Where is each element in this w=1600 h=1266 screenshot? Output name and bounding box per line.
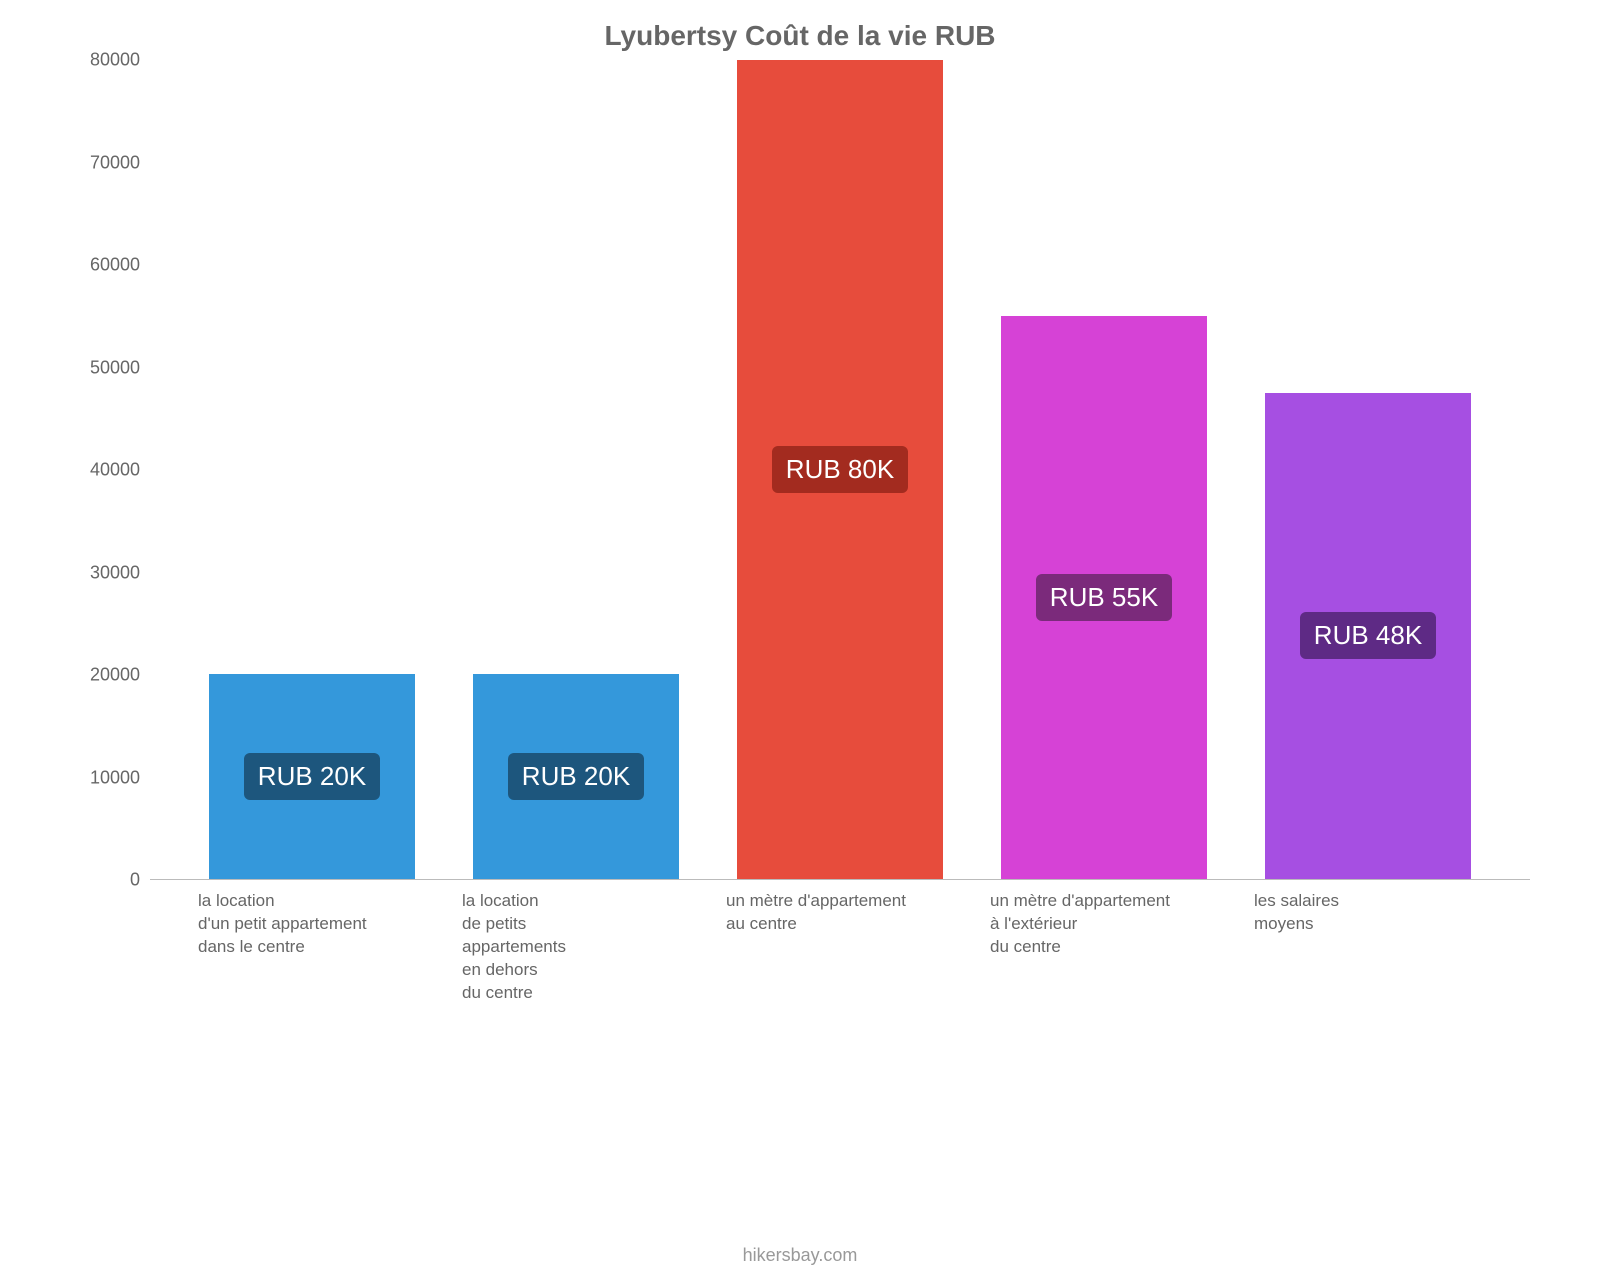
y-tick-label: 60000 (60, 255, 140, 276)
x-label-slot: un mètre d'appartement au centre (708, 890, 972, 1005)
plot-area: RUB 20KRUB 20KRUB 80KRUB 55KRUB 48K 0100… (150, 60, 1530, 880)
y-tick-label: 50000 (60, 357, 140, 378)
x-axis-category-label: la location de petits appartements en de… (462, 890, 566, 1005)
x-label-slot: un mètre d'appartement à l'extérieur du … (972, 890, 1236, 1005)
bar: RUB 55K (1001, 316, 1207, 879)
cost-of-living-chart: Lyubertsy Coût de la vie RUB RUB 20KRUB … (60, 20, 1540, 1120)
bar-slot: RUB 20K (180, 60, 444, 879)
bar-slot: RUB 48K (1236, 60, 1500, 879)
x-label-slot: la location de petits appartements en de… (444, 890, 708, 1005)
bar-slot: RUB 20K (444, 60, 708, 879)
x-axis-category-label: un mètre d'appartement à l'extérieur du … (990, 890, 1170, 1005)
y-tick-label: 80000 (60, 50, 140, 71)
y-tick-label: 70000 (60, 152, 140, 173)
x-label-slot: les salaires moyens (1236, 890, 1500, 1005)
attribution-text: hikersbay.com (60, 1245, 1540, 1266)
bar-value-label: RUB 80K (772, 446, 908, 493)
y-tick-label: 20000 (60, 665, 140, 686)
y-tick-label: 10000 (60, 767, 140, 788)
bar-slot: RUB 55K (972, 60, 1236, 879)
bar-value-label: RUB 55K (1036, 574, 1172, 621)
bar: RUB 20K (209, 674, 415, 879)
x-axis-category-label: un mètre d'appartement au centre (726, 890, 906, 1005)
bar-slot: RUB 80K (708, 60, 972, 879)
bar-value-label: RUB 20K (508, 753, 644, 800)
x-axis-category-label: la location d'un petit appartement dans … (198, 890, 367, 1005)
y-tick-label: 0 (60, 870, 140, 891)
bar: RUB 20K (473, 674, 679, 879)
x-axis-labels: la location d'un petit appartement dans … (150, 880, 1530, 1005)
chart-title: Lyubertsy Coût de la vie RUB (60, 20, 1540, 52)
y-tick-label: 30000 (60, 562, 140, 583)
y-tick-label: 40000 (60, 460, 140, 481)
bar-value-label: RUB 48K (1300, 612, 1436, 659)
x-axis-category-label: les salaires moyens (1254, 890, 1339, 1005)
bar: RUB 80K (737, 60, 943, 879)
bar-value-label: RUB 20K (244, 753, 380, 800)
x-label-slot: la location d'un petit appartement dans … (180, 890, 444, 1005)
bar: RUB 48K (1265, 393, 1471, 879)
bars-container: RUB 20K RUB 20K RUB 80K RUB 55K RUB 48K (150, 60, 1530, 879)
